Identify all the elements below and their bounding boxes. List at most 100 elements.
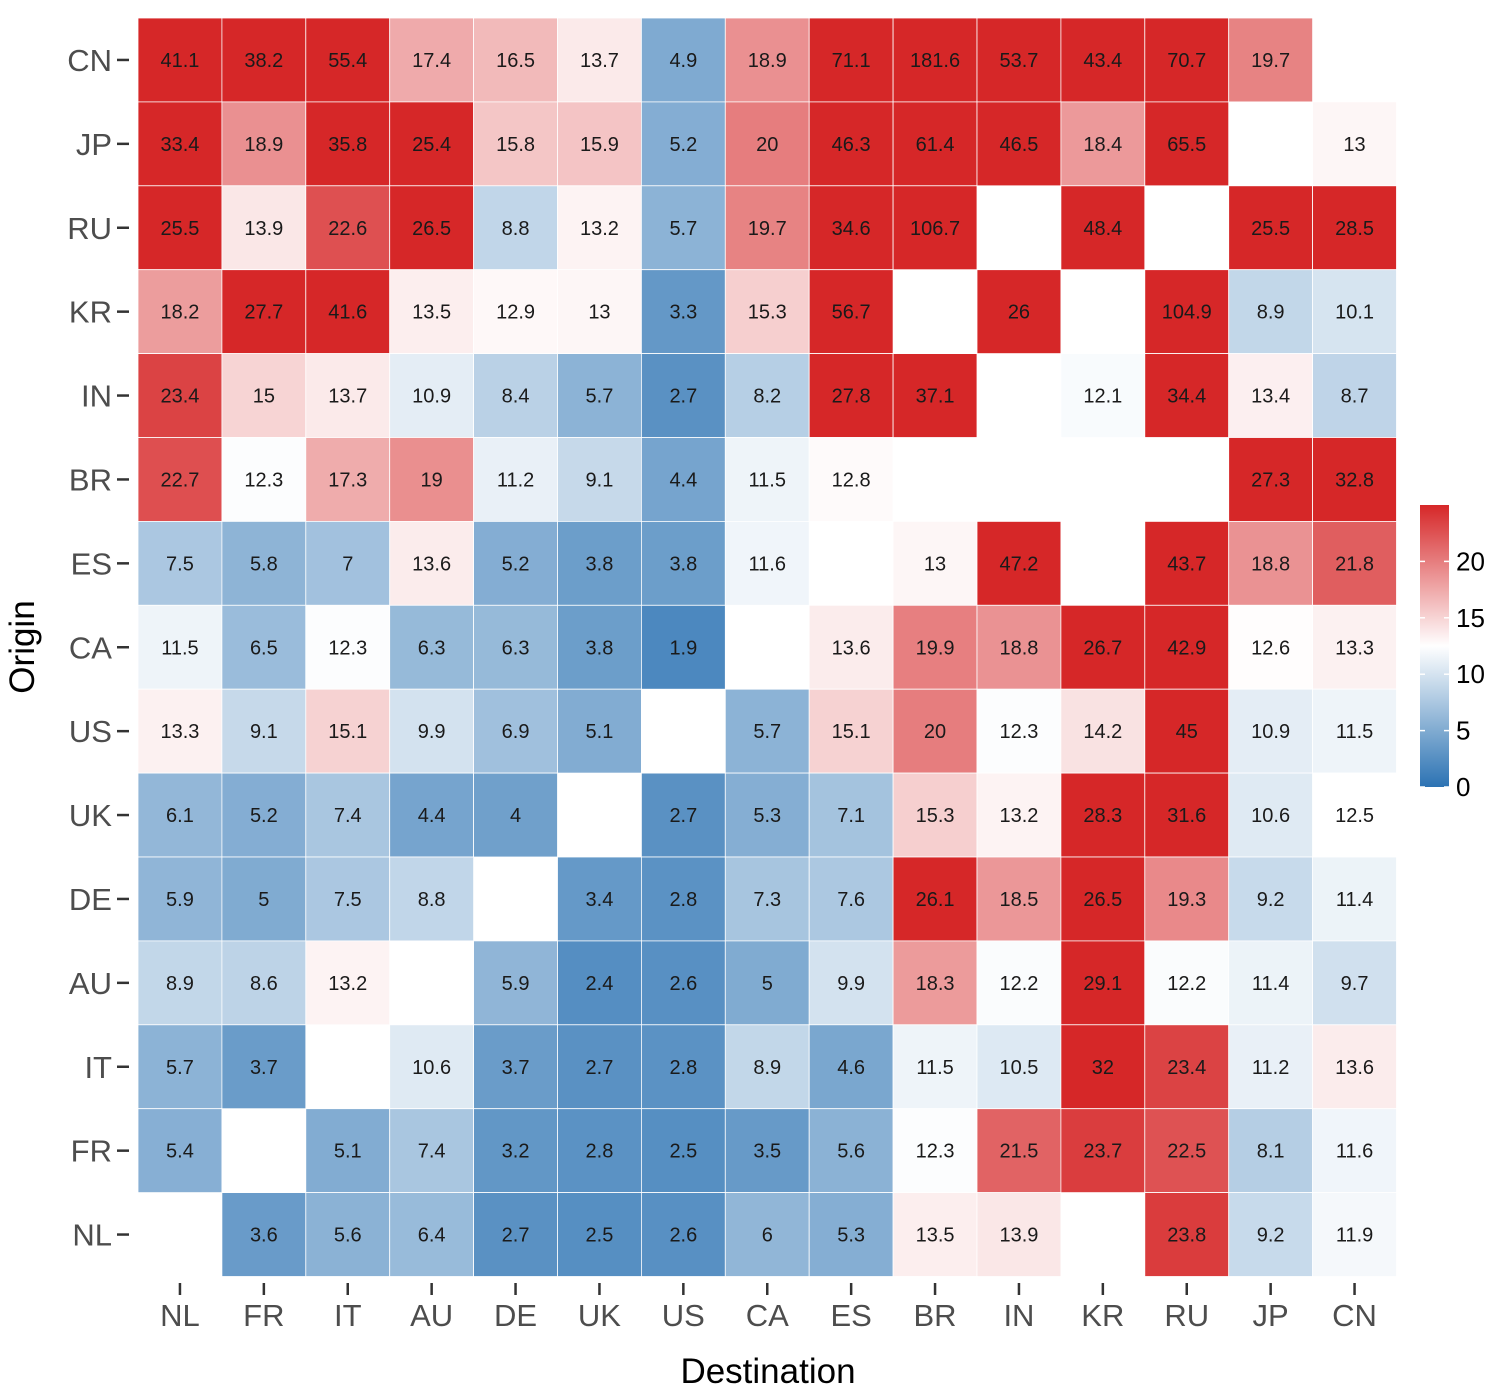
heatmap-cell-rect [389,856,475,942]
heatmap-cell: 104.9 [1144,269,1230,355]
heatmap-cell: 13 [1312,101,1397,187]
heatmap-cell-rect [1228,1192,1313,1277]
heatmap-cell: 18.3 [892,940,978,1026]
heatmap-cell: 7.4 [305,772,391,858]
heatmap-cell-label: 10.6 [412,1057,451,1079]
heatmap-cell-rect [641,269,726,355]
heatmap-cell-label: 12.6 [1251,637,1290,659]
heatmap-cell-rect [221,437,307,522]
heatmap-cell-rect [557,101,642,187]
heatmap-cell: 5.1 [305,1108,391,1193]
y-tick-label: IT [84,1050,112,1085]
x-tick-label: US [662,1298,705,1333]
heatmap-cell-rect [1060,185,1146,271]
heatmap-cell-label: 3.7 [250,1057,278,1079]
heatmap-cell-label: 9.2 [1257,889,1285,911]
heatmap-cell: 3.7 [221,1024,307,1110]
heatmap-cell-rect [976,269,1062,355]
heatmap-cell: 5.7 [641,185,726,271]
heatmap-cell-rect [305,185,391,271]
heatmap-cell-label: 23.4 [1167,1057,1206,1079]
heatmap-cell: 13.6 [1312,1024,1397,1110]
heatmap-cell-label: 29.1 [1083,973,1122,995]
heatmap-cell-rect [724,101,810,187]
heatmap-cell-rect [724,1192,810,1277]
heatmap-cell-label: 7 [342,553,353,575]
heatmap-cell-label: 23.7 [1083,1141,1122,1163]
heatmap-cell-rect [1144,604,1230,690]
y-tick-label: US [69,714,112,749]
heatmap-cell-label: 18.3 [916,973,955,995]
heatmap-cell: 37.1 [892,353,978,438]
heatmap-cell-rect [389,521,475,606]
heatmap-cell-rect [641,185,726,271]
heatmap-cell: 8.2 [724,353,810,438]
heatmap-cell-rect [137,856,223,942]
heatmap-cell-rect [1144,1024,1230,1110]
heatmap-cell-label: 4.9 [669,50,697,72]
heatmap-cell-label: 15.3 [916,805,955,827]
heatmap-cell-rect [1228,1024,1313,1110]
heatmap-cell: 12.5 [1312,772,1397,858]
heatmap-cell-label: 13.6 [412,553,451,575]
heatmap-cell-label: 27.8 [832,386,871,408]
heatmap-cell-label: 23.4 [160,386,199,408]
heatmap-cell-label: 13 [924,553,946,575]
heatmap-cell-rect [976,1192,1062,1277]
heatmap-cell: 12.2 [1144,940,1230,1026]
heatmap-cell-rect [221,269,307,355]
heatmap-cell-rect [389,269,475,355]
heatmap-cell: 5 [724,940,810,1026]
heatmap-cell: 5.6 [808,1108,894,1193]
heatmap-cell: 32 [1060,1024,1146,1110]
heatmap-cell-rect [976,101,1062,187]
heatmap-cell: 5.9 [473,940,558,1026]
x-tick-label: RU [1164,1298,1209,1333]
heatmap-cell: 11.2 [473,437,558,522]
heatmap-cell: 6.3 [473,604,558,690]
heatmap-cell: 46.5 [976,101,1062,187]
heatmap-cell-rect [808,772,894,858]
heatmap-cell: 9.2 [1228,856,1313,942]
heatmap-cell-rect [808,269,894,355]
heatmap-cell-rect [557,17,642,103]
heatmap-cell-label: 15.9 [580,134,619,156]
heatmap-cell-label: 15.1 [832,721,871,743]
heatmap-cell-rect [1144,940,1230,1026]
heatmap-cell-rect [724,688,810,774]
heatmap-cell-label: 8.8 [418,889,446,911]
heatmap-cell-label: 4 [510,805,521,827]
heatmap-cell: 3.4 [557,856,642,942]
heatmap-cell: 45 [1144,688,1230,774]
y-tick-label: RU [67,211,112,246]
heatmap-cell-label: 13.3 [1335,637,1374,659]
heatmap-cell: 5.2 [473,521,558,606]
heatmap-cell-label: 7.3 [753,889,781,911]
heatmap-cell: 6.1 [137,772,223,858]
heatmap-cell: 26.7 [1060,604,1146,690]
heatmap-cell-rect [1144,688,1230,774]
heatmap-cell-label: 5.3 [753,805,781,827]
heatmap-cell: 47.2 [976,521,1062,606]
heatmap-cell-rect [305,940,391,1026]
heatmap-cell-label: 8.4 [502,386,530,408]
heatmap-cell: 8.9 [724,1024,810,1110]
heatmap-cell: 28.3 [1060,772,1146,858]
heatmap-cell-label: 5.9 [502,973,530,995]
heatmap-cell: 13.5 [892,1192,978,1277]
heatmap-cell-label: 5.3 [837,1225,865,1247]
heatmap-cell-label: 5.2 [250,805,278,827]
heatmap-cell-label: 26.5 [412,218,451,240]
heatmap-cell-rect [389,1024,475,1110]
heatmap-cell-label: 19 [421,469,443,491]
heatmap-cell-label: 11.5 [749,469,786,491]
heatmap-cell-rect [1312,604,1397,690]
heatmap-cell-label: 5.7 [669,218,697,240]
heatmap-cell-rect [976,940,1062,1026]
heatmap-cell: 12.6 [1228,604,1313,690]
heatmap-cell: 9.2 [1228,1192,1313,1277]
heatmap-cell-label: 34.4 [1167,386,1206,408]
heatmap-cell-label: 45 [1176,721,1198,743]
heatmap-cell-rect [1312,1024,1397,1110]
heatmap-cell-label: 7.6 [837,889,865,911]
